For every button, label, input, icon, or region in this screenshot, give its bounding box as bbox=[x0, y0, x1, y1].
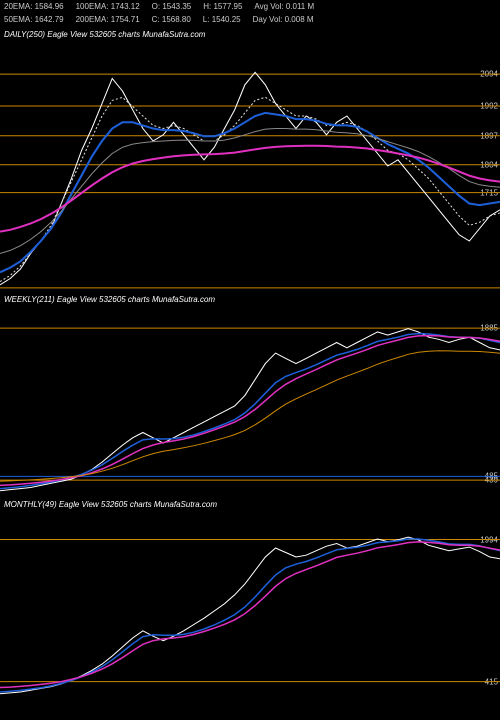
header-stat: 100EMA: 1743.12 bbox=[76, 2, 140, 11]
header-stat: 50EMA: 1642.79 bbox=[4, 15, 64, 24]
monthly-title: MONTHLY(49) Eagle View 532605 charts Mun… bbox=[0, 496, 500, 511]
daily-title: DAILY(250) Eagle View 532605 charts Muna… bbox=[0, 26, 500, 41]
weekly-panel: 1885485439 bbox=[0, 316, 500, 496]
daily-chart bbox=[0, 41, 500, 291]
series-price bbox=[0, 537, 500, 694]
series-ema20 bbox=[0, 539, 500, 692]
monthly-chart bbox=[0, 521, 500, 701]
weekly-chart bbox=[0, 316, 500, 496]
series-ema100 bbox=[0, 336, 500, 486]
series-ema50 bbox=[0, 542, 500, 688]
monthly-panel: 1994415 bbox=[0, 521, 500, 701]
series-ema100 bbox=[0, 129, 500, 254]
header-stat: Day Vol: 0.008 M bbox=[253, 15, 314, 24]
header-row: 20EMA: 1584.96 100EMA: 1743.12 O: 1543.35 H… bbox=[0, 0, 500, 13]
series-ema200 bbox=[0, 351, 500, 482]
header-stat: 20EMA: 1584.96 bbox=[4, 2, 64, 11]
header-stat: L: 1540.25 bbox=[203, 15, 241, 24]
header-stat: H: 1577.95 bbox=[203, 2, 242, 11]
series-ema50 bbox=[0, 334, 500, 489]
daily-panel: 20941992189718041715 bbox=[0, 41, 500, 291]
series-price bbox=[0, 329, 500, 491]
weekly-title: WEEKLY(211) Eagle View 532605 charts Mun… bbox=[0, 291, 500, 306]
header-stat: C: 1568.80 bbox=[152, 15, 191, 24]
header-stat: Avg Vol: 0.011 M bbox=[254, 2, 314, 11]
header-stat: 200EMA: 1754.71 bbox=[76, 15, 140, 24]
header-stat: O: 1543.35 bbox=[152, 2, 192, 11]
header-row: 50EMA: 1642.79 200EMA: 1754.71 C: 1568.80 L… bbox=[0, 13, 500, 26]
series-price bbox=[0, 72, 500, 284]
